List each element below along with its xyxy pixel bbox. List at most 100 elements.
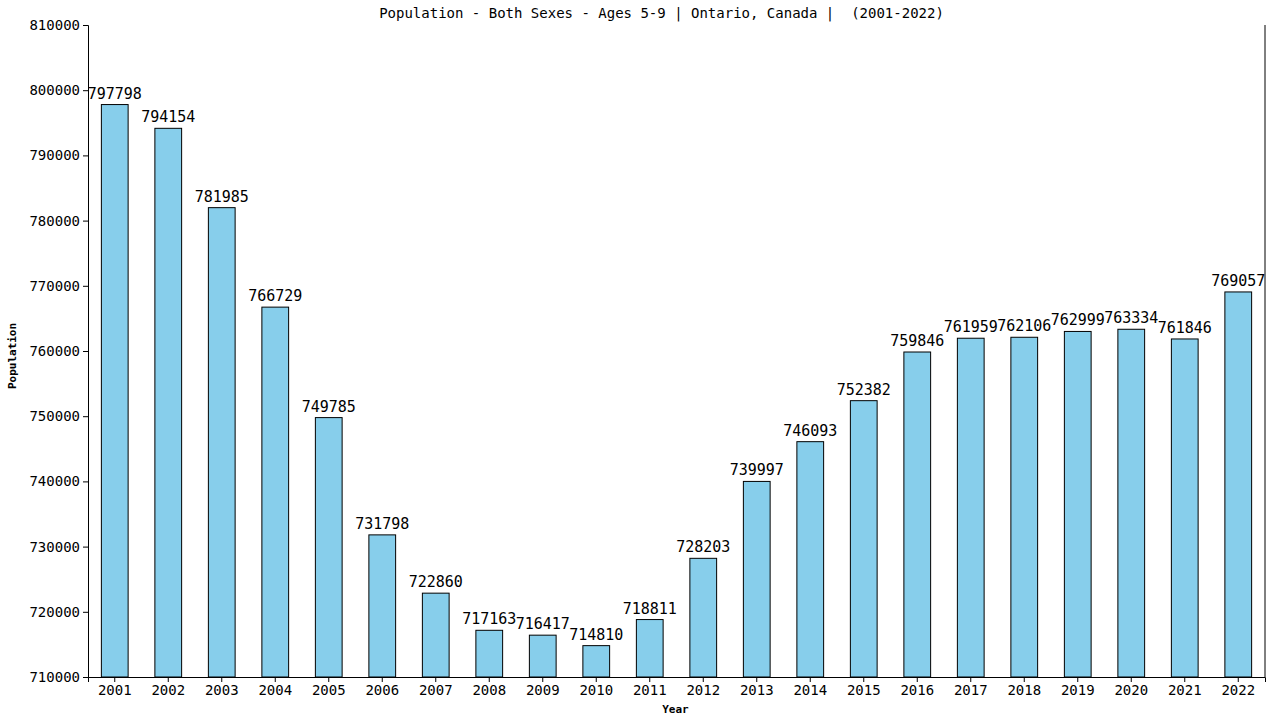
data-label: 766729: [248, 287, 302, 305]
y-tick: 750000: [29, 408, 88, 424]
y-tick-label: 740000: [29, 473, 80, 489]
x-tick: 2006: [365, 677, 399, 698]
x-tick: 2007: [419, 677, 453, 698]
x-tick: 2004: [258, 677, 292, 698]
y-tick-label: 730000: [29, 539, 80, 555]
y-tick-mark: [83, 25, 88, 26]
data-label: 716417: [516, 615, 570, 633]
x-tick-label: 2002: [151, 682, 185, 698]
x-tick-label: 2008: [472, 682, 506, 698]
x-tick-label: 2003: [205, 682, 239, 698]
x-tick-label: 2018: [1007, 682, 1041, 698]
data-label: 731798: [355, 515, 409, 533]
y-tick-mark: [83, 351, 88, 352]
data-label: 781985: [195, 188, 249, 206]
y-tick-label: 750000: [29, 408, 80, 424]
x-tick: 2012: [686, 677, 720, 698]
x-tick-label: 2013: [740, 682, 774, 698]
x-axis: 2001 2002 2003 2004 2005 2006 2007 2008 2009 2010…: [89, 677, 1266, 698]
y-tick: 760000: [29, 343, 88, 359]
y-tick: 780000: [29, 213, 88, 229]
x-tick: 2016: [900, 677, 934, 698]
title: Population - Both Sexes - Ages 5-9 | Ont…: [379, 5, 944, 22]
y-tick: 770000: [29, 278, 88, 294]
y-tick: 740000: [29, 473, 88, 489]
y-tick: 800000: [29, 82, 88, 98]
x-tick: 2013: [740, 677, 774, 698]
x-tick: 2019: [1061, 677, 1095, 698]
y-tick-label: 770000: [29, 278, 80, 294]
x-tick: 2001: [98, 677, 132, 698]
bar: [583, 646, 610, 677]
x-tick: 2020: [1114, 677, 1148, 698]
plot: 710000 720000 730000 740000 750000 760000 7700…: [29, 17, 1265, 698]
y-axis: 710000 720000 730000 740000 750000 760000 7700…: [29, 17, 88, 685]
data-label: 769057: [1211, 272, 1265, 290]
bar: [1171, 339, 1198, 677]
data-label: 718811: [623, 600, 677, 618]
data-label: 728203: [676, 538, 730, 556]
bar: [1118, 329, 1145, 677]
y-tick-mark: [83, 677, 88, 678]
x-tick-label: 2011: [633, 682, 667, 698]
chart: 710000 720000 730000 740000 750000 760000 7700…: [0, 0, 1280, 720]
data-label: 761846: [1158, 319, 1212, 337]
x-tick-label: 2010: [579, 682, 613, 698]
x-tick-label: 2016: [900, 682, 934, 698]
y-tick-label: 780000: [29, 213, 80, 229]
bar: [369, 535, 396, 677]
y-axis-line: [83, 26, 89, 678]
bar: [636, 620, 663, 677]
y-tick-mark: [83, 481, 88, 482]
bar: [208, 208, 235, 677]
y-tick-mark: [83, 286, 88, 287]
x-tick-label: 2015: [847, 682, 881, 698]
x-tick-label: 2012: [686, 682, 720, 698]
bars: [101, 105, 1251, 677]
data-label: 739997: [730, 461, 784, 479]
y-axis-title: Population: [6, 323, 19, 389]
x-tick-label: 2022: [1221, 682, 1255, 698]
data-label: 762999: [1051, 311, 1105, 329]
y-tick: 710000: [29, 669, 88, 685]
y-tick-label: 800000: [29, 82, 80, 98]
x-tick-label: 2019: [1061, 682, 1095, 698]
x-tick-label: 2006: [365, 682, 399, 698]
y-tick-mark: [83, 221, 88, 222]
y-tick-mark: [83, 547, 88, 548]
x-tick-label: 2004: [258, 682, 292, 698]
bar: [690, 558, 717, 677]
y-tick-label: 790000: [29, 147, 80, 163]
y-tick: 720000: [29, 604, 88, 620]
x-tick: 2021: [1168, 677, 1202, 698]
x-tick: 2009: [526, 677, 560, 698]
data-label: 717163: [462, 610, 516, 628]
data-label: 746093: [783, 422, 837, 440]
x-tick: 2014: [793, 677, 827, 698]
data-label: 714810: [569, 626, 623, 644]
x-tick: 2011: [633, 677, 667, 698]
data-labels: 7977987941547819857667297497857317987228…: [88, 85, 1266, 644]
x-axis-title: Year: [662, 703, 689, 716]
bar: [262, 307, 289, 677]
bar: [797, 442, 824, 677]
bar: [422, 593, 449, 677]
data-label: 763334: [1104, 309, 1158, 327]
frame-right: [1265, 25, 1266, 677]
data-label: 762106: [997, 317, 1051, 335]
data-label: 759846: [890, 332, 944, 350]
x-tick-label: 2017: [954, 682, 988, 698]
bar: [101, 105, 128, 677]
x-tick-label: 2014: [793, 682, 827, 698]
x-tick-label: 2020: [1114, 682, 1148, 698]
data-label: 761959: [944, 318, 998, 336]
y-tick-mark: [83, 612, 88, 613]
x-tick: 2010: [579, 677, 613, 698]
data-label: 749785: [302, 398, 356, 416]
x-tick: 2003: [205, 677, 239, 698]
y-tick: 730000: [29, 539, 88, 555]
data-label: 722860: [409, 573, 463, 591]
data-label: 794154: [141, 108, 195, 126]
x-tick-label: 2005: [312, 682, 346, 698]
bar: [1011, 337, 1038, 677]
